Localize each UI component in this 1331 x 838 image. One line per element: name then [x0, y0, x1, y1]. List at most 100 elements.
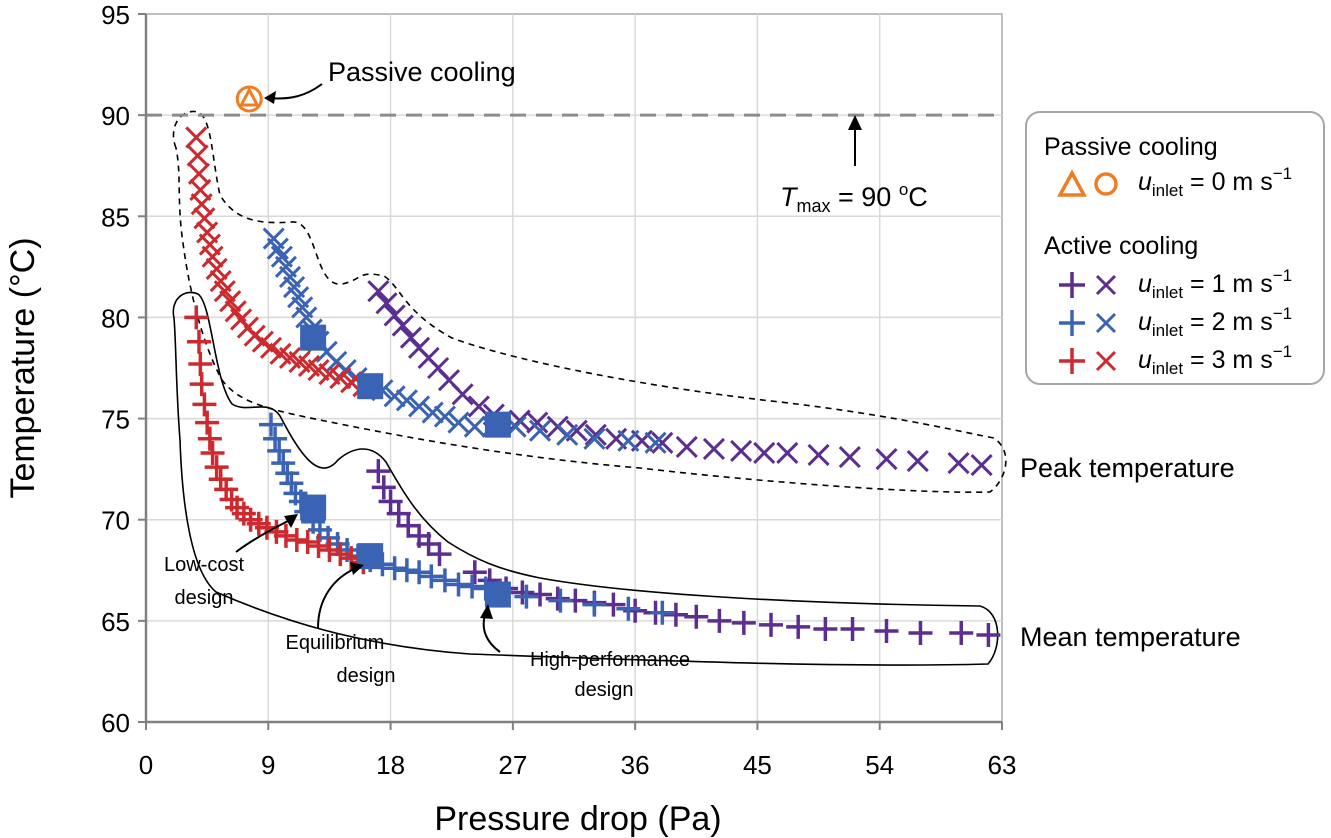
legend-u-exponent: −1 — [1273, 266, 1292, 285]
x-marker — [408, 395, 431, 418]
passive-cooling-label: Passive cooling — [328, 57, 516, 87]
x-marker — [528, 419, 552, 442]
x-axis-title: Pressure drop (Pa) — [434, 800, 721, 838]
x-marker — [201, 245, 224, 268]
legend-u-subscript: inlet — [1152, 181, 1183, 200]
low-cost-arrow — [235, 519, 291, 553]
plus-marker — [446, 572, 471, 597]
y-tick-label: 60 — [101, 708, 130, 738]
legend-u-symbol: u — [1138, 168, 1152, 196]
envelopes — [172, 110, 1007, 666]
plus-marker — [419, 564, 444, 589]
plus-marker — [200, 440, 225, 465]
plus-marker — [188, 351, 213, 376]
x-marker — [367, 280, 390, 303]
peak-temperature-label: Peak temperature — [1020, 453, 1235, 483]
x-marker — [947, 452, 970, 475]
x-marker — [753, 441, 776, 465]
plus-marker — [874, 618, 899, 643]
plus-marker — [684, 604, 709, 629]
plus-marker — [273, 523, 298, 548]
plot-area — [145, 13, 1003, 723]
high-performance-design-label: High-performance — [530, 649, 690, 671]
plus-marker — [317, 538, 342, 563]
x-tick-label: 9 — [261, 750, 275, 780]
passive-cooling-arrowhead-icon — [264, 91, 276, 104]
x-marker — [295, 306, 318, 329]
y-axis-title: Temperature (°C) — [4, 237, 42, 498]
legend-u-subscript: inlet — [1152, 359, 1183, 378]
plus-marker — [259, 412, 284, 437]
plus-marker — [786, 614, 811, 639]
plus-marker — [192, 392, 217, 417]
plus-marker — [328, 542, 353, 567]
plus-marker — [582, 592, 607, 617]
x-marker — [644, 431, 667, 454]
legend-x-icon — [1095, 274, 1117, 296]
low-cost-design-label-2: design — [175, 587, 234, 609]
legend-u-exponent: −1 — [1273, 304, 1292, 323]
y-tick-label: 85 — [101, 202, 130, 232]
data-points — [184, 85, 1001, 648]
plus-marker — [394, 558, 419, 583]
x-marker — [205, 257, 228, 280]
passive-cooling-point — [235, 85, 263, 113]
plus-marker — [432, 568, 457, 593]
plus-marker — [514, 584, 539, 609]
plus-marker — [416, 531, 441, 556]
x-marker — [186, 144, 209, 167]
legend-u-value: = 3 m s — [1183, 346, 1273, 374]
legend-u-value: = 2 m s — [1183, 308, 1273, 336]
x-tick-label: 27 — [498, 750, 527, 780]
x-marker — [259, 336, 283, 359]
y-tick-label: 65 — [101, 607, 130, 637]
x-tick-label: 54 — [865, 750, 894, 780]
high-performance-design-label-2: design — [575, 679, 634, 701]
legend-entry-label: uinlet = 2 m s−1 — [1138, 304, 1292, 340]
low-cost-design-label: Low-cost — [164, 554, 244, 576]
high-performance-arrowhead-icon — [480, 604, 493, 619]
plus-marker — [271, 451, 296, 476]
equilibrium-arrowhead-icon — [350, 562, 364, 575]
x-marker — [526, 411, 549, 434]
x-marker — [838, 445, 861, 469]
plus-marker — [378, 489, 403, 514]
plus-marker — [427, 542, 452, 567]
plus-marker — [949, 620, 974, 645]
x-marker — [391, 314, 414, 337]
plus-marker — [184, 305, 209, 330]
tmax-label: Tmax = 90 oC — [780, 180, 928, 216]
legend-u-subscript: inlet — [1152, 283, 1183, 302]
x-tick-label: 45 — [743, 750, 772, 780]
x-marker — [185, 126, 208, 149]
legend-triangle-icon — [1057, 169, 1087, 197]
design-square-marker — [300, 324, 327, 351]
plus-marker — [186, 329, 211, 354]
mean-temperature-label: Mean temperature — [1020, 622, 1241, 652]
legend-u-subscript: inlet — [1152, 321, 1183, 340]
legend-u-symbol: u — [1138, 346, 1152, 374]
x-marker — [383, 385, 406, 408]
legend-active-title: Active cooling — [1044, 232, 1198, 260]
series-u-3-peak — [185, 126, 375, 398]
plus-marker — [663, 602, 688, 627]
x-marker — [375, 292, 398, 315]
x-marker — [906, 449, 929, 473]
legend-plus-icon — [1059, 348, 1085, 374]
equilibrium-arrow — [317, 567, 357, 629]
x-tick-label: 36 — [621, 750, 650, 780]
plus-marker — [197, 426, 222, 451]
x-marker — [219, 290, 242, 313]
mean-envelope — [172, 291, 999, 666]
x-marker — [702, 437, 726, 460]
plus-marker — [707, 608, 732, 633]
design-square-marker — [484, 411, 511, 438]
plus-marker — [840, 616, 865, 641]
legend-u-exponent: −1 — [1273, 342, 1292, 361]
plus-marker — [371, 475, 396, 500]
plus-marker — [386, 501, 411, 526]
plus-marker — [616, 596, 641, 621]
x-marker — [213, 280, 236, 303]
